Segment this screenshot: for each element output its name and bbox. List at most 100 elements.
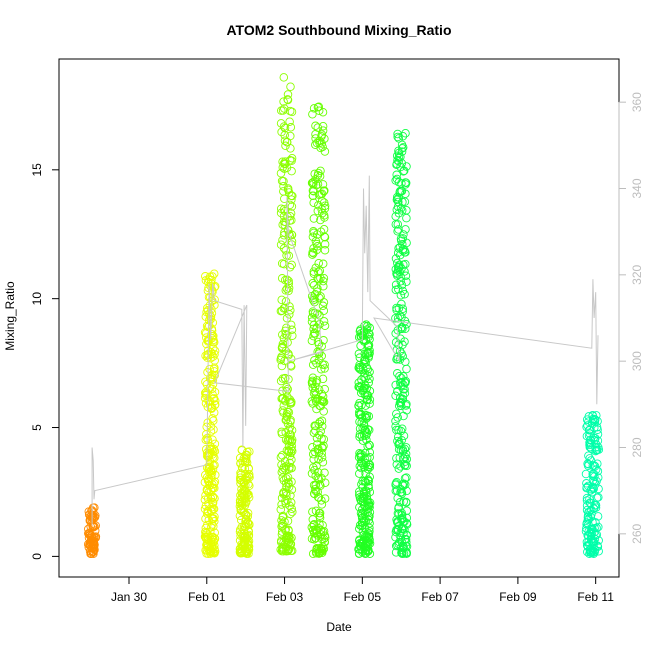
data-point	[287, 463, 296, 473]
data-point	[399, 497, 408, 506]
data-point	[397, 377, 406, 387]
data-point	[284, 229, 294, 239]
data-point	[355, 541, 365, 551]
data-point	[284, 283, 294, 293]
data-point	[309, 320, 319, 330]
data-point	[364, 462, 373, 471]
data-point	[314, 385, 324, 394]
data-point	[586, 532, 596, 542]
data-point	[276, 452, 286, 462]
data-point	[287, 426, 297, 435]
data-point	[90, 503, 99, 512]
data-point	[594, 484, 603, 494]
data-point	[308, 515, 318, 524]
data-point	[590, 462, 600, 471]
data-point	[402, 506, 412, 515]
data-point	[397, 548, 406, 557]
data-point	[360, 356, 369, 365]
data-point	[244, 545, 254, 554]
data-point	[391, 313, 400, 323]
data-point	[284, 251, 294, 261]
data-point	[365, 395, 375, 404]
data-point	[280, 123, 290, 133]
data-point	[317, 189, 327, 198]
data-point	[395, 188, 404, 197]
data-point	[286, 448, 296, 458]
data-point	[354, 349, 364, 359]
data-point	[210, 300, 219, 310]
data-point	[320, 468, 329, 478]
data-point	[286, 131, 295, 141]
data-point	[589, 537, 599, 547]
data-point	[284, 276, 293, 286]
data-point	[395, 243, 405, 252]
data-point	[319, 224, 329, 234]
data-point	[288, 507, 297, 517]
data-point	[357, 375, 366, 384]
data-point	[318, 180, 328, 189]
data-point	[278, 393, 288, 403]
data-point	[588, 476, 598, 485]
data-point	[363, 425, 373, 434]
data-point	[84, 510, 94, 519]
data-point	[314, 102, 324, 112]
data-point	[210, 548, 219, 558]
data-point	[359, 372, 369, 382]
data-point	[280, 130, 289, 140]
data-point	[313, 180, 323, 189]
data-point	[287, 437, 297, 447]
data-point	[204, 535, 213, 544]
data-point	[287, 455, 296, 464]
data-point	[320, 232, 330, 242]
data-point	[391, 548, 401, 557]
data-point	[314, 444, 323, 454]
data-point	[236, 548, 246, 558]
data-point	[287, 441, 297, 451]
data-point	[85, 539, 95, 549]
data-point	[320, 213, 329, 222]
x-tick-label: Feb 01	[188, 590, 226, 604]
y2-tick-label: 360	[630, 92, 644, 112]
data-point	[314, 106, 324, 115]
data-point	[357, 479, 366, 489]
data-point	[313, 284, 322, 293]
data-point	[392, 170, 401, 180]
data-point	[282, 387, 291, 396]
data-point	[318, 374, 328, 384]
data-point	[317, 342, 326, 351]
data-point	[593, 417, 602, 426]
data-point	[279, 97, 288, 106]
data-point	[398, 131, 408, 141]
data-point	[396, 272, 405, 281]
data-point	[398, 541, 408, 551]
data-point	[582, 483, 591, 493]
y2-tick-label: 280	[630, 437, 644, 457]
data-point	[276, 208, 286, 218]
x-tick-label: Jan 30	[111, 590, 147, 604]
data-point	[308, 278, 317, 288]
data-point	[402, 405, 411, 415]
data-point	[311, 533, 320, 543]
data-point	[286, 509, 295, 519]
data-point	[365, 349, 374, 358]
data-point	[278, 235, 287, 245]
data-point	[397, 147, 407, 156]
data-point	[288, 191, 297, 201]
data-point	[210, 534, 220, 544]
data-point	[593, 436, 603, 446]
data-point	[318, 457, 328, 467]
data-point	[241, 510, 251, 520]
data-point	[588, 538, 597, 548]
data-point	[311, 481, 320, 490]
data-point	[202, 339, 211, 349]
data-point	[392, 460, 402, 469]
data-point	[319, 187, 329, 196]
data-point	[276, 240, 286, 249]
data-point	[280, 104, 289, 113]
data-point	[392, 486, 402, 495]
data-point	[236, 490, 245, 500]
data-point	[285, 544, 294, 553]
data-point	[282, 392, 292, 402]
data-point	[357, 400, 366, 410]
data-point	[394, 156, 403, 166]
